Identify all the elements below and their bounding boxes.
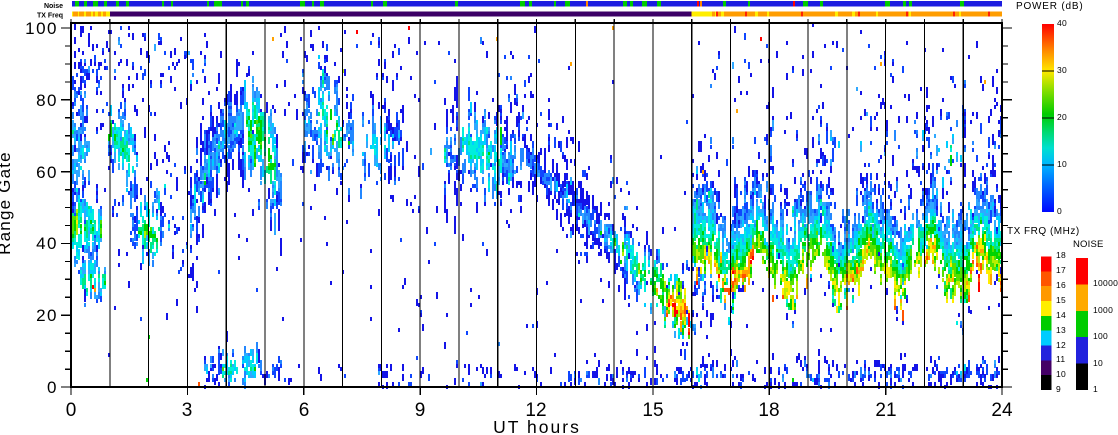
svg-text:1000: 1000 — [1093, 305, 1113, 315]
svg-text:12: 12 — [525, 400, 546, 421]
svg-text:17: 17 — [1056, 265, 1066, 275]
svg-text:20: 20 — [36, 306, 58, 325]
svg-text:TX Freq: TX Freq — [37, 13, 63, 20]
svg-text:13: 13 — [1056, 325, 1066, 335]
svg-text:10: 10 — [1056, 369, 1066, 379]
svg-text:15: 15 — [642, 400, 663, 421]
svg-text:0: 0 — [1057, 206, 1062, 216]
svg-text:0: 0 — [66, 400, 77, 421]
svg-text:100: 100 — [25, 19, 58, 38]
svg-text:16: 16 — [1056, 280, 1066, 290]
svg-text:1: 1 — [1093, 384, 1098, 394]
svg-text:10000: 10000 — [1093, 278, 1118, 288]
svg-text:12: 12 — [1056, 340, 1066, 350]
svg-text:80: 80 — [36, 91, 58, 110]
svg-text:Noise: Noise — [44, 3, 63, 10]
svg-text:24: 24 — [991, 400, 1013, 421]
svg-text:NOISE: NOISE — [1073, 239, 1104, 250]
svg-text:18: 18 — [758, 400, 779, 421]
svg-text:0: 0 — [47, 378, 58, 397]
svg-text:20: 20 — [1057, 112, 1067, 122]
svg-text:6: 6 — [299, 400, 310, 421]
svg-text:40: 40 — [36, 234, 58, 253]
svg-text:40: 40 — [1057, 18, 1067, 28]
svg-text:9: 9 — [415, 400, 426, 421]
svg-text:UT hours: UT hours — [493, 417, 581, 435]
svg-text:TX FRQ (MHz): TX FRQ (MHz) — [1007, 226, 1080, 237]
svg-text:3: 3 — [182, 400, 193, 421]
svg-text:100: 100 — [1093, 331, 1108, 341]
svg-text:10: 10 — [1093, 358, 1103, 368]
svg-text:14: 14 — [1056, 310, 1066, 320]
svg-text:11: 11 — [1056, 354, 1065, 364]
svg-text:9: 9 — [1056, 384, 1061, 394]
svg-text:15: 15 — [1056, 295, 1066, 305]
svg-text:10: 10 — [1057, 159, 1067, 169]
svg-text:60: 60 — [36, 163, 58, 182]
svg-text:18: 18 — [1056, 250, 1066, 260]
svg-text:30: 30 — [1057, 65, 1067, 75]
svg-text:Range Gate: Range Gate — [0, 151, 14, 255]
svg-text:21: 21 — [875, 400, 896, 421]
svg-text:POWER (dB): POWER (dB) — [1016, 1, 1083, 12]
